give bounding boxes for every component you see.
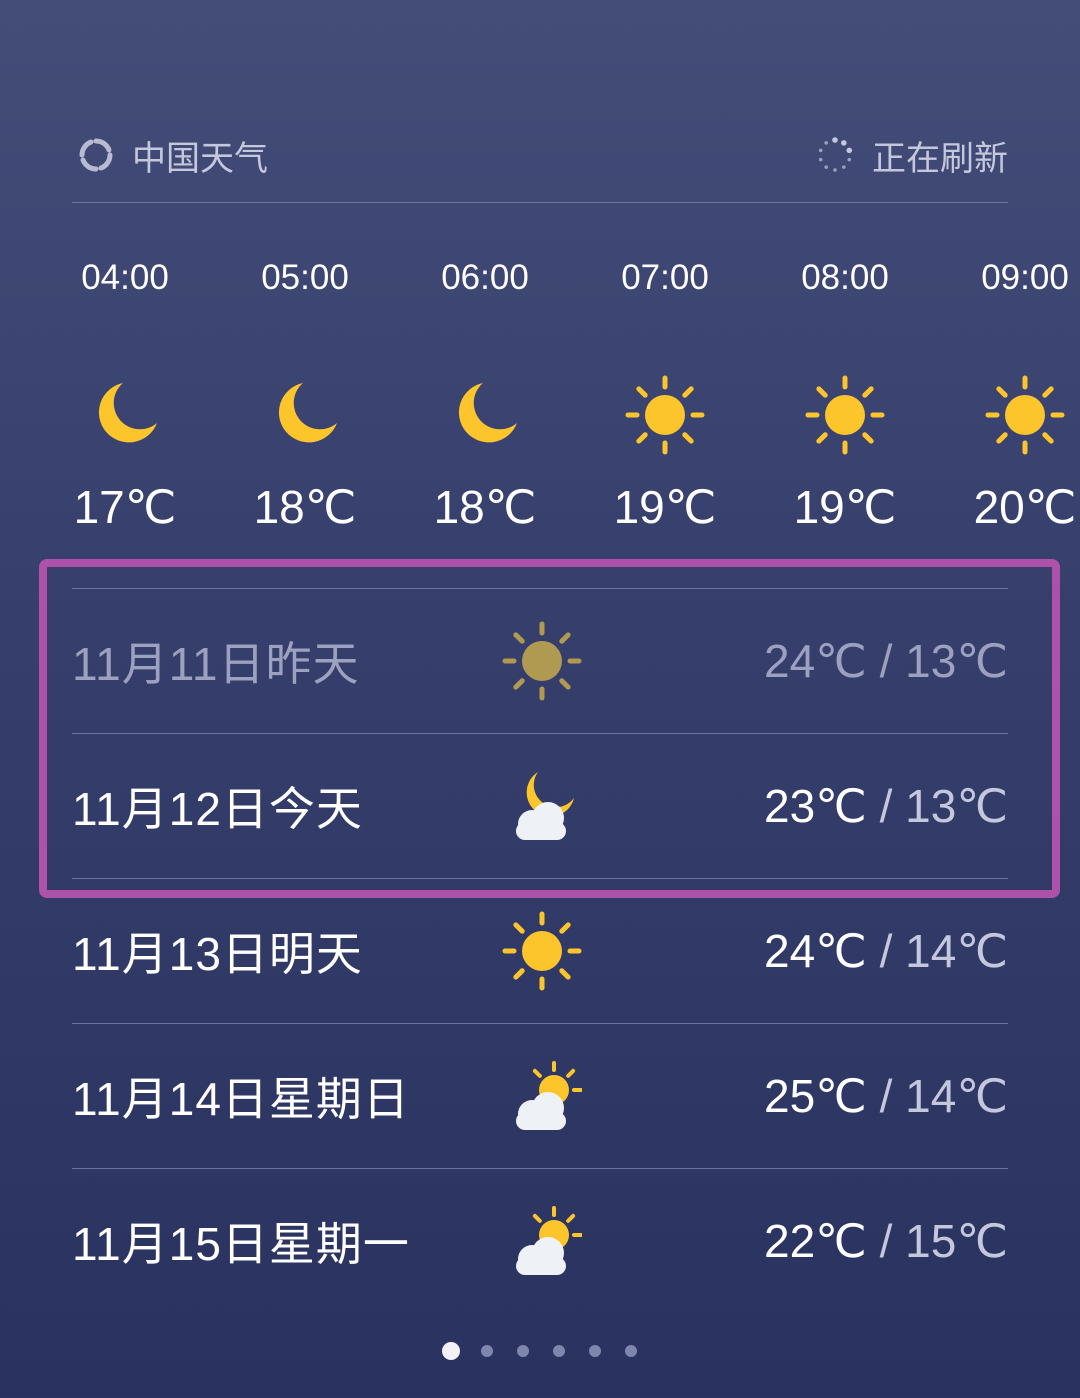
- divider: [72, 1168, 1008, 1169]
- hour-item[interactable]: 05:00 18℃: [215, 250, 395, 534]
- temp-separator: /: [866, 1214, 906, 1267]
- brand-name: 中国天气: [132, 139, 268, 178]
- day-date: 11月14日星期日: [72, 1072, 410, 1125]
- page-dot[interactable]: [517, 1345, 529, 1357]
- highlight-box: [39, 559, 1060, 898]
- hour-temp: 20℃: [973, 481, 1077, 533]
- divider: [72, 202, 1008, 203]
- divider: [72, 588, 1008, 589]
- temp-separator: /: [866, 1069, 906, 1122]
- day-low: 13℃: [905, 634, 1008, 687]
- day-low: 13℃: [905, 779, 1008, 832]
- day-row[interactable]: 11月12日今天 23℃ / 13℃: [72, 733, 1008, 878]
- china-weather-logo-icon: [79, 138, 113, 172]
- temp-separator: /: [866, 924, 906, 977]
- day-row[interactable]: 11月15日星期一 22℃ / 15℃: [72, 1168, 1008, 1313]
- day-row[interactable]: 11月11日昨天 24℃ / 13℃: [72, 588, 1008, 733]
- hour-time: 08:00: [801, 258, 889, 297]
- day-date: 11月13日明天: [72, 927, 363, 980]
- cloud-sun-icon: [502, 1051, 582, 1141]
- hour-item[interactable]: 06:00 18℃: [395, 250, 575, 534]
- sun-icon: [502, 616, 582, 706]
- sun-icon: [502, 906, 582, 996]
- hour-temp: 18℃: [433, 481, 537, 533]
- day-row[interactable]: 11月14日星期日 25℃ / 14℃: [72, 1023, 1008, 1168]
- page-dot[interactable]: [442, 1342, 460, 1360]
- day-high: 25℃: [764, 1069, 867, 1122]
- page-dot[interactable]: [625, 1345, 637, 1357]
- brand: 中国天气: [78, 131, 268, 180]
- day-high: 24℃: [764, 924, 867, 977]
- header: 中国天气 正在刷新: [78, 130, 1008, 180]
- day-low: 14℃: [905, 1069, 1008, 1122]
- hour-temp: 19℃: [793, 481, 897, 533]
- day-temp-range: 24℃ / 14℃: [764, 924, 1008, 978]
- day-high: 24℃: [764, 634, 867, 687]
- hourly-forecast[interactable]: 04:00 17℃ 05:00 18℃ 06:00 18℃ 07:00 19℃ 08:0…: [35, 250, 1080, 550]
- page-dot[interactable]: [589, 1345, 601, 1357]
- day-temp-range: 22℃ / 15℃: [764, 1214, 1008, 1268]
- hour-temp: 18℃: [253, 481, 357, 533]
- day-temp-range: 23℃ / 13℃: [764, 779, 1008, 833]
- hour-item[interactable]: 07:00 19℃: [575, 250, 755, 534]
- day-date: 11月12日今天: [72, 782, 363, 835]
- cloud-moon-icon: [502, 761, 582, 851]
- temp-separator: /: [866, 634, 906, 687]
- hour-item[interactable]: 08:00 19℃: [755, 250, 935, 534]
- page-dot[interactable]: [553, 1345, 565, 1357]
- day-temp-range: 24℃ / 13℃: [764, 634, 1008, 688]
- loading-spinner-icon: [818, 137, 853, 172]
- day-low: 14℃: [905, 924, 1008, 977]
- day-date: 11月15日星期一: [72, 1217, 410, 1270]
- moon-icon: [395, 370, 575, 460]
- sun-icon: [935, 370, 1080, 460]
- day-high: 22℃: [764, 1214, 867, 1267]
- divider: [72, 733, 1008, 734]
- hour-time: 05:00: [261, 258, 349, 297]
- moon-icon: [35, 370, 215, 460]
- divider: [72, 1023, 1008, 1024]
- day-low: 15℃: [905, 1214, 1008, 1267]
- hour-time: 07:00: [621, 258, 709, 297]
- hour-time: 04:00: [81, 258, 169, 297]
- sun-icon: [575, 370, 755, 460]
- cloud-sun-icon: [502, 1196, 582, 1286]
- hour-temp: 19℃: [613, 481, 717, 533]
- moon-icon: [215, 370, 395, 460]
- day-date: 11月11日昨天: [72, 637, 360, 690]
- day-temp-range: 25℃ / 14℃: [764, 1069, 1008, 1123]
- temp-separator: /: [866, 779, 906, 832]
- hour-time: 09:00: [981, 258, 1069, 297]
- day-row[interactable]: 11月13日明天 24℃ / 14℃: [72, 878, 1008, 1023]
- hour-item[interactable]: 04:00 17℃: [35, 250, 215, 534]
- day-high: 23℃: [764, 779, 867, 832]
- hour-item[interactable]: 09:00 20℃: [935, 250, 1080, 534]
- sun-icon: [755, 370, 935, 460]
- refresh-label: 正在刷新: [872, 139, 1008, 178]
- refresh-status[interactable]: 正在刷新: [816, 131, 1008, 180]
- divider: [72, 878, 1008, 879]
- page-indicator[interactable]: [0, 1342, 1080, 1360]
- hour-temp: 17℃: [73, 481, 177, 533]
- page-dot[interactable]: [481, 1345, 493, 1357]
- hour-time: 06:00: [441, 258, 529, 297]
